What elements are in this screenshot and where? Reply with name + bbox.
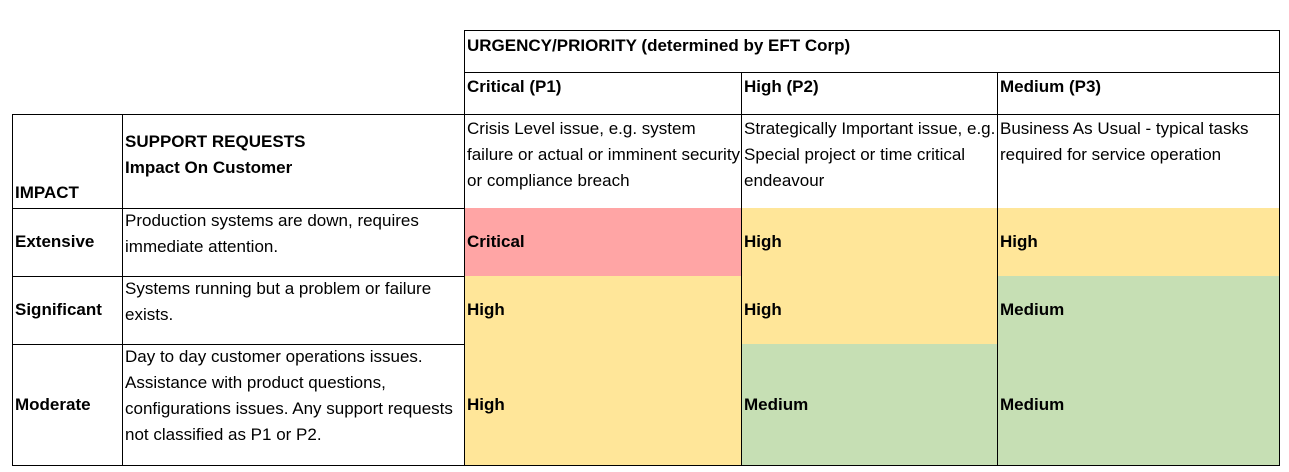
matrix-cell-significant-p2: High xyxy=(741,276,998,345)
support-requests-title: SUPPORT REQUESTS xyxy=(125,132,306,151)
impact-significant: Significant xyxy=(12,276,123,345)
result-label: Medium xyxy=(1000,394,1065,414)
result-label: High xyxy=(1000,232,1038,251)
matrix-cell-significant-p1: High xyxy=(464,276,742,345)
urgency-priority-header: URGENCY/PRIORITY (determined by EFT Corp… xyxy=(464,30,1280,73)
matrix-cell-extensive-p3: High xyxy=(997,208,1280,277)
matrix-cell-extensive-p1: Critical xyxy=(464,208,742,277)
priority-label-p1: Critical (P1) xyxy=(464,72,742,115)
impact-extensive: Extensive xyxy=(12,208,123,277)
result-label: Medium xyxy=(744,394,809,414)
priority-description-p2: Strategically Important issue, e.g. Spec… xyxy=(741,114,998,209)
matrix-cell-moderate-p1: High xyxy=(464,344,742,466)
impact-extensive-description: Production systems are down, requires im… xyxy=(122,208,465,277)
support-requests-subtitle: Impact On Customer xyxy=(125,158,293,177)
support-requests-header: SUPPORT REQUESTS Impact On Customer xyxy=(122,114,465,209)
impact-significant-label: Significant xyxy=(15,300,102,319)
matrix-cell-extensive-p2: High xyxy=(741,208,998,277)
matrix-cell-significant-p3: Medium xyxy=(997,276,1280,345)
matrix-cell-moderate-p2: Medium xyxy=(741,344,998,466)
impact-significant-description: Systems running but a problem or failure… xyxy=(122,276,465,345)
priority-description-p3: Business As Usual - typical tasks requir… xyxy=(997,114,1280,209)
impact-header-label: IMPACT xyxy=(15,183,79,202)
result-label: Medium xyxy=(1000,300,1065,319)
impact-moderate-label: Moderate xyxy=(15,394,91,414)
result-label: High xyxy=(467,300,505,319)
result-label: High xyxy=(744,300,782,319)
result-label: High xyxy=(467,394,505,414)
result-label: High xyxy=(744,232,782,251)
priority-label-p3: Medium (P3) xyxy=(997,72,1280,115)
impact-moderate-description: Day to day customer operations issues. A… xyxy=(122,344,465,466)
matrix-cell-moderate-p3: Medium xyxy=(997,344,1280,466)
impact-header: IMPACT xyxy=(12,114,123,209)
impact-extensive-label: Extensive xyxy=(15,232,95,251)
result-label: Critical xyxy=(467,232,525,251)
impact-moderate: Moderate xyxy=(12,344,123,466)
priority-label-p2: High (P2) xyxy=(741,72,998,115)
priority-description-p1: Crisis Level issue, e.g. system failure … xyxy=(464,114,742,209)
